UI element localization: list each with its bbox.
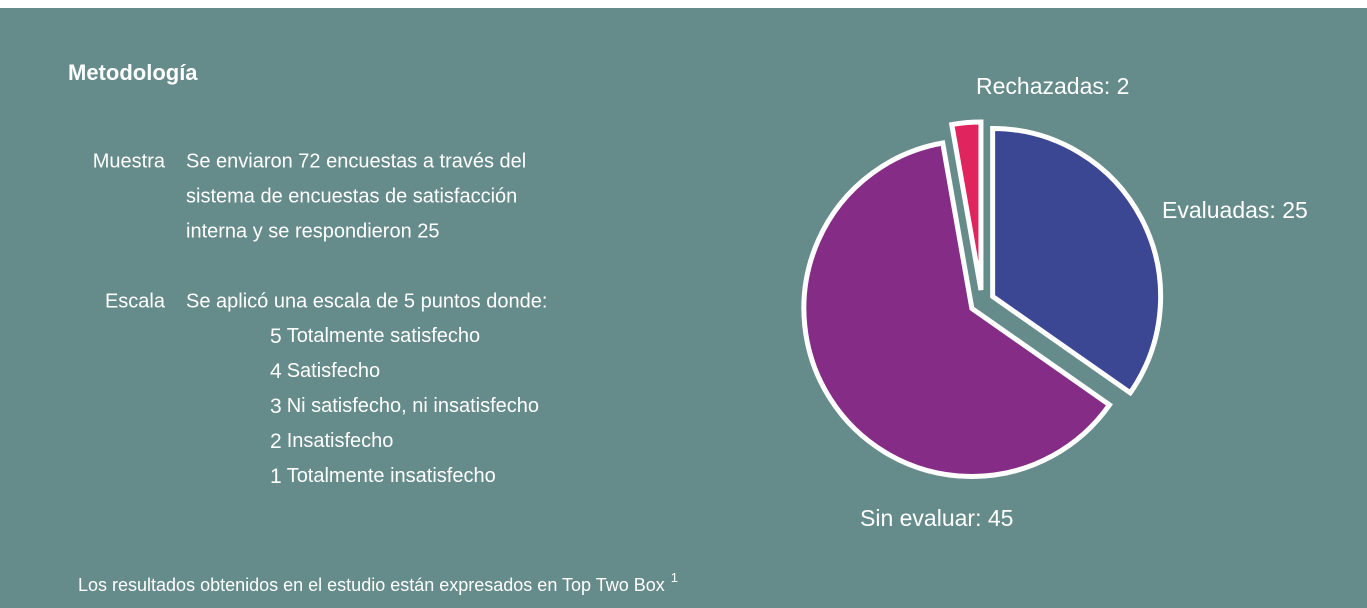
scale-entry: 5 Totalmente satisfecho: [270, 325, 480, 348]
scale-text: Insatisfecho: [287, 430, 394, 452]
scale-number: 3: [270, 395, 282, 418]
item-label: Escala: [105, 290, 166, 312]
scale-entry: 3 Ni satisfecho, ni insatisfecho: [270, 395, 539, 418]
slice-label: Rechazadas: 2: [976, 73, 1129, 99]
pie-slice: [948, 119, 984, 291]
scale-entry: 4 Satisfecho: [270, 360, 380, 383]
scale-text: Ni satisfecho, ni insatisfecho: [287, 395, 539, 417]
footer: Los resultados obtenidos en el estudio e…: [78, 570, 678, 594]
scale-number: 5: [270, 325, 282, 348]
scale-number: 1: [270, 465, 282, 488]
slice-label: Evaluadas: 25: [1162, 197, 1308, 223]
slice-label: Sin evaluar: 45: [860, 505, 1013, 531]
scale-text: Totalmente insatisfecho: [287, 465, 496, 487]
pie-slice: [990, 125, 1164, 397]
scale-entry: 2 Insatisfecho: [270, 430, 393, 453]
item-line: Se aplicó una escala de 5 puntos donde:: [186, 290, 547, 312]
scale-number: 4: [270, 360, 282, 383]
title: Metodología: [68, 60, 198, 85]
scale-entry: 1 Totalmente insatisfecho: [270, 465, 496, 488]
scale-number: 2: [270, 430, 282, 453]
footer-text: Los resultados obtenidos en el estudio e…: [78, 575, 665, 595]
scale-text: Totalmente satisfecho: [287, 325, 480, 347]
item-line: Se enviaron 72 encuestas a través del: [186, 150, 526, 172]
footnote-mark: 1: [671, 570, 678, 585]
pie-slice: [801, 140, 1113, 479]
item-line: sistema de encuestas de satisfacción: [186, 185, 517, 207]
scale-text: Satisfecho: [287, 360, 380, 382]
item-line: interna y se respondieron 25: [186, 220, 440, 242]
item-label: Muestra: [93, 150, 166, 172]
